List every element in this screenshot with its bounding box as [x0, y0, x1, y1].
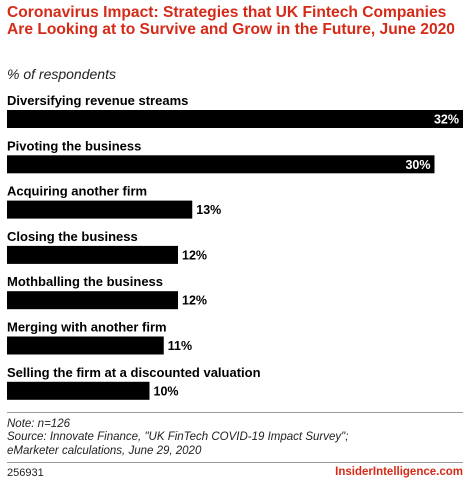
source-text-line-2: eMarketer calculations, June 29, 2020: [7, 444, 202, 457]
bottom-divider: [7, 462, 463, 463]
category-label: Diversifying revenue streams: [7, 93, 188, 108]
category-label: Closing the business: [7, 229, 138, 244]
value-label: 12%: [182, 248, 207, 262]
category-label: Pivoting the business: [7, 138, 141, 153]
value-label: 12%: [182, 294, 207, 308]
category-label: Merging with another firm: [7, 320, 167, 335]
brand-logo-text: InsiderIntelligence.com: [335, 466, 463, 478]
bar: [7, 110, 463, 128]
bar-chart: Diversifying revenue streams 32% Pivoting …: [7, 93, 463, 400]
bar: [7, 200, 193, 219]
value-label: 30%: [405, 158, 430, 172]
bar: [7, 336, 164, 355]
value-label: 11%: [168, 339, 192, 353]
note-text: Note: n=126: [7, 418, 70, 430]
category-label: Acquiring another firm: [7, 184, 147, 199]
bar: [7, 245, 178, 264]
value-label: 10%: [154, 384, 179, 398]
category-label: Selling the firm at a discounted valuati…: [7, 365, 261, 380]
bar: [7, 155, 435, 174]
chart-subtitle: % of respondents: [7, 66, 116, 82]
bar: [7, 291, 178, 310]
footer-divider: [7, 412, 463, 413]
chart-notes: Note: n=126 Source: Innovate Finance, "U…: [7, 418, 348, 458]
value-label: 13%: [196, 203, 221, 217]
chart-id: 256931: [7, 467, 44, 479]
source-text-line-1: Source: Innovate Finance, "UK FinTech CO…: [7, 431, 349, 444]
category-label: Mothballing the business: [7, 274, 163, 289]
value-label: 32%: [434, 113, 459, 127]
bar: [7, 381, 150, 400]
chart-title: Coronavirus Impact: Strategies that UK F…: [7, 4, 455, 38]
